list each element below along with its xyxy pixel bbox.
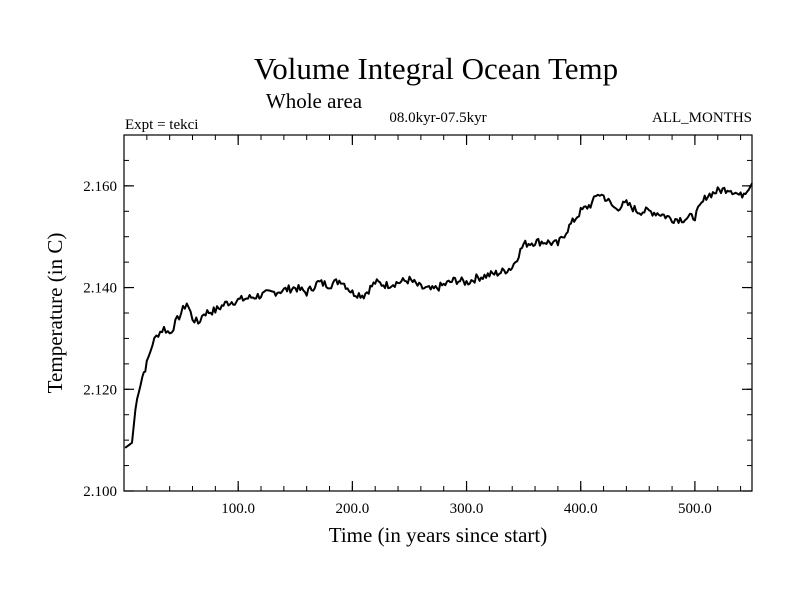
x-tick-label: 400.0: [564, 501, 598, 517]
months-label: ALL_MONTHS: [652, 110, 752, 126]
expt-label: Expt = tekci: [125, 117, 198, 133]
y-tick-label: 2.100: [83, 484, 117, 500]
x-tick-label: 300.0: [450, 501, 484, 517]
series-layer: [124, 182, 753, 449]
x-tick-label: 200.0: [335, 501, 369, 517]
y-tick-label: 2.160: [83, 179, 117, 195]
x-tick-label: 100.0: [221, 501, 255, 517]
y-tick-label: 2.140: [83, 281, 117, 297]
axis-ticks: [124, 135, 752, 492]
plot-frame: [123, 134, 753, 492]
chart-subtitle: Whole area: [266, 89, 363, 113]
x-axis-label: Time (in years since start): [329, 523, 548, 547]
chart-title: Volume Integral Ocean Temp: [254, 51, 618, 86]
y-axis-label: Temperature (in C): [43, 233, 67, 394]
period-label: 08.0kyr-07.5kyr: [389, 110, 486, 126]
series-line: [124, 182, 753, 449]
tick-labels: 100.0 200.0 300.0 400.0 500.0 2.100 2.120 2.140…: [83, 179, 712, 517]
y-tick-label: 2.120: [83, 382, 117, 398]
x-tick-label: 500.0: [678, 501, 712, 517]
